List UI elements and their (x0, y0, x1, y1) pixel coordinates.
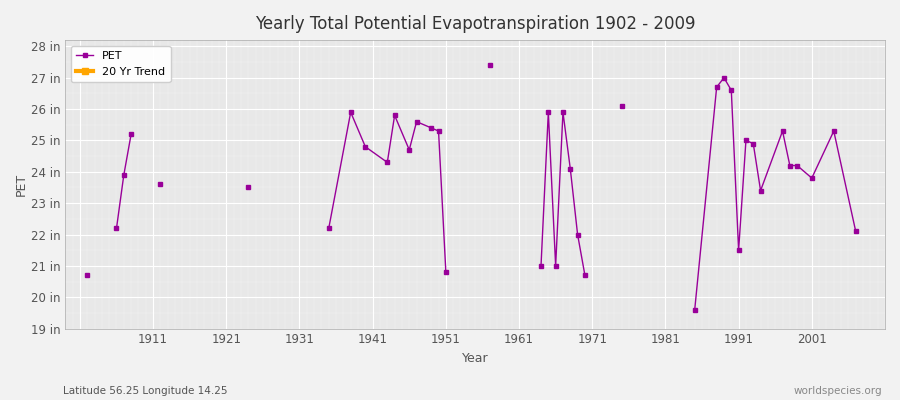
Text: Latitude 56.25 Longitude 14.25: Latitude 56.25 Longitude 14.25 (63, 386, 228, 396)
Text: worldspecies.org: worldspecies.org (794, 386, 882, 396)
Y-axis label: PET: PET (15, 173, 28, 196)
Legend: PET, 20 Yr Trend: PET, 20 Yr Trend (71, 46, 171, 82)
Title: Yearly Total Potential Evapotranspiration 1902 - 2009: Yearly Total Potential Evapotranspiratio… (255, 15, 696, 33)
X-axis label: Year: Year (462, 352, 489, 365)
